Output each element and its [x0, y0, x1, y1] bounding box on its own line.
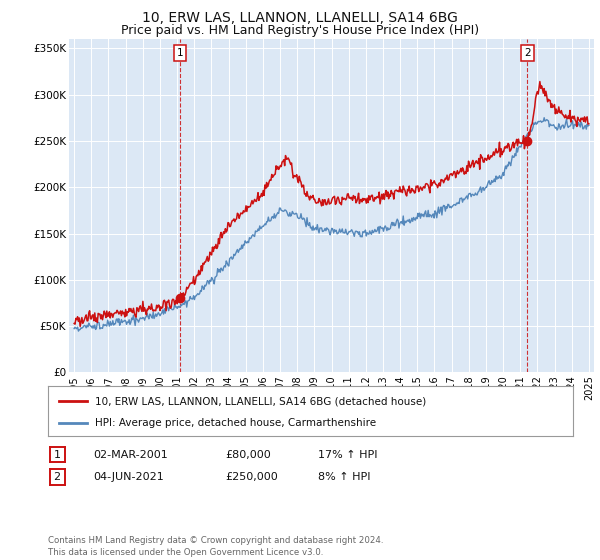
Text: 17% ↑ HPI: 17% ↑ HPI	[318, 450, 377, 460]
Text: 2: 2	[53, 472, 61, 482]
Text: £250,000: £250,000	[225, 472, 278, 482]
Text: 8% ↑ HPI: 8% ↑ HPI	[318, 472, 371, 482]
Text: Contains HM Land Registry data © Crown copyright and database right 2024.
This d: Contains HM Land Registry data © Crown c…	[48, 536, 383, 557]
Text: £80,000: £80,000	[225, 450, 271, 460]
Text: 1: 1	[176, 48, 184, 58]
Text: HPI: Average price, detached house, Carmarthenshire: HPI: Average price, detached house, Carm…	[95, 418, 376, 428]
Text: 04-JUN-2021: 04-JUN-2021	[93, 472, 164, 482]
Text: 2: 2	[524, 48, 531, 58]
Text: 10, ERW LAS, LLANNON, LLANELLI, SA14 6BG: 10, ERW LAS, LLANNON, LLANELLI, SA14 6BG	[142, 11, 458, 25]
Text: Price paid vs. HM Land Registry's House Price Index (HPI): Price paid vs. HM Land Registry's House …	[121, 24, 479, 36]
Text: 02-MAR-2001: 02-MAR-2001	[93, 450, 168, 460]
Text: 10, ERW LAS, LLANNON, LLANELLI, SA14 6BG (detached house): 10, ERW LAS, LLANNON, LLANELLI, SA14 6BG…	[95, 396, 427, 406]
Text: 1: 1	[53, 450, 61, 460]
